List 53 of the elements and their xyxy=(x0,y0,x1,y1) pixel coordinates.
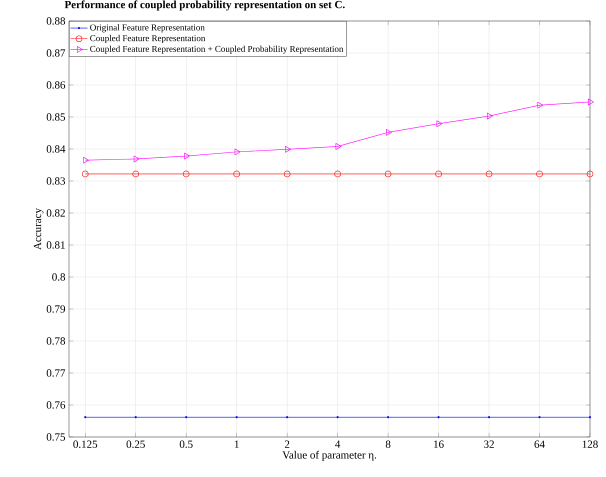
legend-label: Coupled Feature Representation + Coupled Probability Representation xyxy=(90,46,344,54)
x-tick-label: 0.25 xyxy=(126,440,145,448)
y-tick-label: 0.79 xyxy=(46,305,66,313)
point xyxy=(184,152,190,160)
point xyxy=(435,170,442,178)
x-tick-label: 2 xyxy=(284,440,290,448)
y-tick-label: 0.78 xyxy=(46,337,66,345)
point xyxy=(134,156,140,162)
point xyxy=(588,98,594,106)
point xyxy=(83,156,90,164)
point xyxy=(386,129,392,136)
point xyxy=(132,170,140,178)
point xyxy=(334,170,341,178)
point xyxy=(234,148,240,156)
y-tick-label: 0.85 xyxy=(46,113,66,121)
y-tick-label: 0.84 xyxy=(46,145,66,153)
y-tick-label: 0.83 xyxy=(46,177,66,185)
y-tick-label: 0.82 xyxy=(46,209,65,217)
point xyxy=(537,102,544,108)
legend-label: Coupled Feature Representation xyxy=(90,34,206,44)
point xyxy=(536,170,543,178)
point xyxy=(284,170,290,178)
point xyxy=(487,112,493,120)
point xyxy=(82,170,89,178)
point xyxy=(486,170,492,178)
point xyxy=(182,170,190,178)
x-axis-title: Value of parameter η. xyxy=(282,450,376,461)
x-tick-label: 1 xyxy=(234,440,239,448)
x-tick-label: 16 xyxy=(434,440,444,448)
point xyxy=(233,170,240,178)
point xyxy=(285,146,291,153)
x-tick-label: 32 xyxy=(484,440,494,448)
x-tick-label: 8 xyxy=(386,440,390,448)
point xyxy=(336,143,342,150)
y-tick-label: 0.77 xyxy=(46,369,66,377)
legend-label: Original Feature Representation xyxy=(90,24,205,32)
chart-title: Performance of coupled probability representation on set C. xyxy=(64,0,345,10)
x-tick-label: 4 xyxy=(335,440,340,448)
y-tick-label: 0.75 xyxy=(46,433,66,441)
y-tick-label: 0.86 xyxy=(46,81,66,89)
y-tick-label: 0.76 xyxy=(46,401,66,409)
point xyxy=(384,170,392,178)
x-tick-label: 64 xyxy=(534,440,545,448)
y-axis-title: Accuracy xyxy=(34,208,44,250)
y-tick-label: 0.8 xyxy=(52,273,66,281)
x-tick-label: 0.5 xyxy=(180,440,193,448)
y-tick-label: 0.87 xyxy=(46,49,66,57)
point xyxy=(586,170,594,178)
y-tick-label: 0.88 xyxy=(46,17,66,25)
point xyxy=(436,120,442,128)
x-tick-label: 0.125 xyxy=(73,440,98,448)
y-tick-label: 0.81 xyxy=(46,241,65,249)
x-tick-label: 128 xyxy=(582,440,598,448)
